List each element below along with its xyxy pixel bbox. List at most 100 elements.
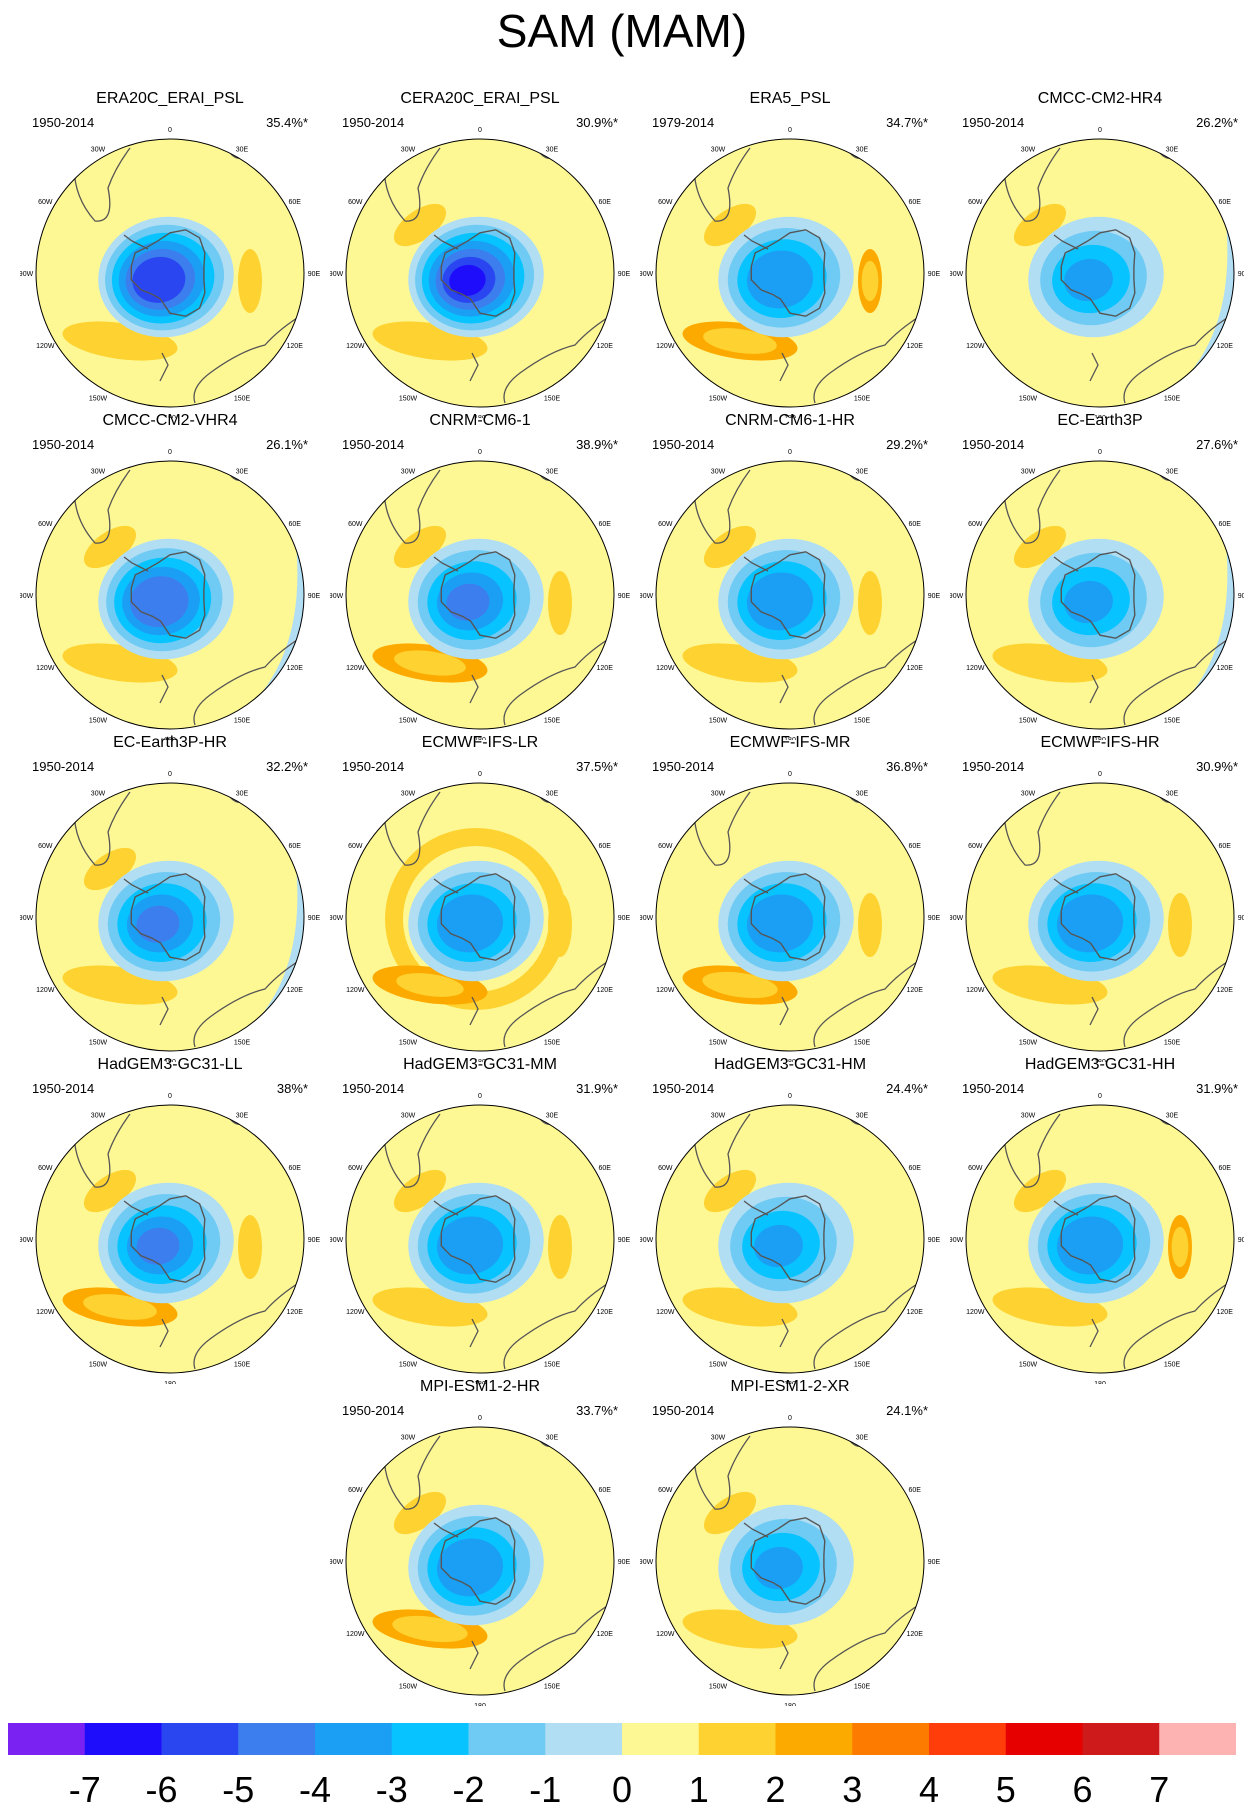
polar-negative [449,264,486,296]
meridian-label: 180 [164,737,176,740]
polar-negative [1066,905,1110,943]
australia-coastline [813,956,924,1048]
peninsula-coastline [433,878,459,894]
meridian-label: 30E [546,146,559,153]
colorbar-swatch [468,1723,546,1755]
meridian-label: 30E [546,1434,559,1441]
map-boundary [965,138,1235,408]
meridian-label: 120E [1217,987,1234,994]
meridian-label: 30E [546,468,559,475]
polar-negative [1064,258,1113,302]
meridian-label: 30E [856,790,869,797]
meridian-label: 150W [399,1684,418,1691]
meridian-label: 30E [856,146,869,153]
panel-title: ECMWF-IFS-LR [421,734,539,751]
panel-period: 1950-2014 [962,437,1025,452]
colorbar-tick-label: -1 [529,1769,562,1810]
indian-positive [1171,1226,1189,1268]
panel-title: HadGEM3-GC31-HH [1024,1056,1176,1073]
meridian-label: 150E [234,718,251,725]
meridian-label: 90E [308,593,320,600]
south-america-coastline [1003,791,1061,866]
meridian-label: 60W [348,843,363,850]
colorbar-swatch [929,1723,1007,1755]
meridian-label: 150W [1019,1040,1038,1047]
meridian-label: 150W [399,1362,418,1369]
meridian-label: 180 [784,1059,796,1062]
meridian-label: 0 [1098,127,1102,134]
panel-variance-explained: 38%* [276,1081,308,1096]
meridian-label: 120W [346,1631,365,1638]
meridian-label: 60W [658,843,673,850]
indian-positive [548,1215,572,1279]
new-zealand-coastline [469,1318,479,1348]
polar-map: 0 30E 60E 90E 120E 150E 180 150W 120W 90W 60W 30W [330,771,630,1062]
polar-map: 0 30E 60E 90E 120E 150E 180 150W 120W 90W 60W 30W [950,127,1244,418]
new-zealand-coastline [779,352,789,382]
meridian-label: 150E [854,1684,871,1691]
meridian-label: 150E [1164,1040,1181,1047]
meridian-label: 150E [234,1040,251,1047]
meridian-label: 30W [401,1112,416,1119]
australia-coastline [503,312,614,404]
panel-period: 1950-2014 [652,1081,715,1096]
polar-map: 0 30E 60E 90E 120E 150E 180 150W 120W 90W 60W 30W [20,127,320,418]
meridian-label: 60E [1218,843,1231,850]
peninsula-coastline [123,1200,149,1216]
colorbar-swatch [545,1723,623,1755]
atlantic-positive [393,203,447,247]
polar-negative [756,905,800,943]
polar-map: 0 30E 60E 90E 120E 150E 180 150W 120W 90W 60W 30W [640,1093,940,1384]
meridian-label: 60E [598,1487,611,1494]
panel-variance-explained: 38.9%* [576,437,618,452]
panel-variance-explained: 33.7%* [576,1403,618,1418]
map-panel: ECMWF-IFS-LR 1950-2014 37.5%* 0 30E 60E 90E 120… [330,732,630,1062]
antarctica-coastline [440,1517,516,1605]
map-panel: ECMWF-IFS-MR 1950-2014 36.8%* 0 30E 60E 90E 120… [640,732,940,1062]
indian-positive [1168,893,1192,957]
meridian-label: 60W [38,843,53,850]
meridian-label: 60E [598,1165,611,1172]
peninsula-coastline [123,556,149,572]
panel-period: 1950-2014 [962,759,1025,774]
meridian-label: 30E [856,1434,869,1441]
meridian-label: 180 [474,415,486,418]
meridian-label: 90E [1238,915,1244,922]
meridian-label: 180 [784,415,796,418]
meridian-label: 60W [968,1165,983,1172]
meridian-label: 120E [1217,1309,1234,1316]
meridian-label: 90W [640,1237,654,1244]
meridian-label: 90W [330,1237,344,1244]
meridian-label: 180 [474,1381,486,1384]
panel-variance-explained: 37.5%* [576,759,618,774]
polar-map: 0 30E 60E 90E 120E 150E 180 150W 120W 90W 60W 30W [950,1093,1244,1384]
polar-negative [446,1549,490,1587]
meridian-label: 30E [856,468,869,475]
colorbar-tick-label: -7 [68,1769,101,1810]
meridian-label: 60E [1218,199,1231,206]
meridian-label: 90W [950,271,964,278]
map-boundary [345,1104,615,1374]
map-boundary [655,138,925,408]
meridian-label: 90E [618,271,630,278]
pacific-positive [396,973,464,997]
panel-period: 1950-2014 [32,437,95,452]
colorbar-swatch [698,1723,776,1755]
panel-variance-explained: 31.9%* [1196,1081,1238,1096]
colorbar-swatch [775,1723,853,1755]
meridian-label: 150E [544,718,561,725]
australia-coastline [1123,1278,1234,1370]
meridian-label: 120E [907,1309,924,1316]
meridian-label: 60W [38,521,53,528]
australia-coastline [813,1600,924,1692]
new-zealand-coastline [779,1318,789,1348]
peninsula-coastline [433,1200,459,1216]
peninsula-coastline [1053,1200,1079,1216]
meridian-label: 150W [709,1362,728,1369]
panel-title: EC-Earth3P [1057,412,1143,429]
meridian-label: 120E [1217,343,1234,350]
panel-variance-explained: 29.2%* [886,437,928,452]
meridian-label: 120E [597,987,614,994]
meridian-label: 30W [91,790,106,797]
meridian-label: 30W [91,468,106,475]
